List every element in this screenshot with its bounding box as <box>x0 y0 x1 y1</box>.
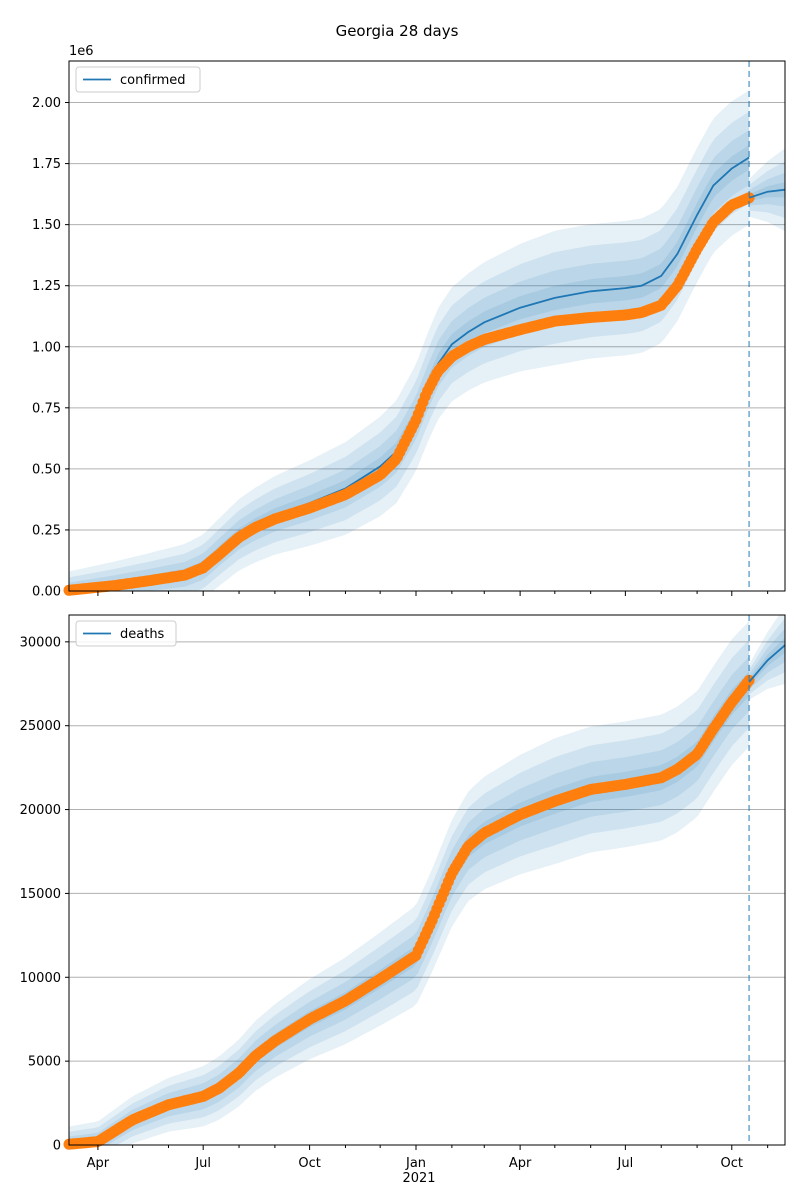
deaths-y-tick-label: 0 <box>53 1139 61 1154</box>
deaths-forecast-line <box>748 644 786 683</box>
x-year-label: 2021 <box>402 1171 435 1186</box>
confirmed-uncertainty-band-2 <box>69 111 785 591</box>
deaths-y-tick-label: 10000 <box>20 971 61 986</box>
deaths-uncertainty-band-2 <box>69 618 785 1145</box>
x-tick-label: Jan <box>405 1156 426 1171</box>
deaths-legend-label: deaths <box>120 627 165 642</box>
confirmed-y-tick-label: 1.75 <box>32 157 61 172</box>
confirmed-uncertainty-band-3 <box>69 130 785 591</box>
confirmed-y-tick-label: 2.00 <box>32 96 61 111</box>
confirmed-uncertainty-band-1 <box>69 90 785 592</box>
deaths-legend: deaths <box>75 620 177 647</box>
deaths-observed-points <box>63 674 755 1150</box>
confirmed-y-tick-label: 0.50 <box>32 462 61 477</box>
confirmed-y-tick-label: 0.75 <box>32 401 61 416</box>
confirmed-observed-points <box>63 192 755 596</box>
confirmed-panel: 0.00 0.25 0.50 0.75 1.00 1.25 1.50 1.75 2.00 1e6 c… <box>32 44 786 600</box>
deaths-y-tick-label: 25000 <box>20 719 61 734</box>
deaths-axes-frame <box>68 614 786 1146</box>
x-tick-label: Apr <box>87 1156 110 1171</box>
confirmed-y-tick-label: 1.00 <box>32 340 61 355</box>
confirmed-forecast-line <box>748 188 786 199</box>
deaths-panel: 0 5000 10000 15000 20000 25000 30000 Apr Jul Oct J… <box>20 614 786 1171</box>
confirmed-y-tick-label: 0.25 <box>32 523 61 538</box>
confirmed-legend-box <box>75 66 201 93</box>
x-tick-label: Apr <box>509 1156 532 1171</box>
x-tick-label: Oct <box>298 1156 320 1171</box>
deaths-y-tick-label: 5000 <box>28 1055 61 1070</box>
confirmed-axes-frame <box>68 60 786 592</box>
confirmed-y-tick-label: 1.25 <box>32 279 61 294</box>
x-tick-label: Jul <box>194 1156 211 1171</box>
deaths-y-tick-label: 30000 <box>20 635 61 650</box>
confirmed-legend-label: confirmed <box>120 73 186 88</box>
confirmed-legend: confirmed <box>75 66 201 93</box>
confirmed-y-tick-label: 0.00 <box>32 585 61 600</box>
x-tick-label: Oct <box>721 1156 743 1171</box>
chart-title: Georgia 28 days <box>336 22 459 40</box>
x-tick-label: Jul <box>617 1156 634 1171</box>
confirmed-y-tick-label: 1.50 <box>32 218 61 233</box>
deaths-y-tick-label: 20000 <box>20 803 61 818</box>
deaths-uncertainty-band-1 <box>69 615 785 1145</box>
deaths-legend-box <box>75 620 177 647</box>
confirmed-offset-label: 1e6 <box>69 44 94 59</box>
confirmed-uncertainty-band-4 <box>69 145 785 592</box>
deaths-y-tick-label: 15000 <box>20 887 61 902</box>
